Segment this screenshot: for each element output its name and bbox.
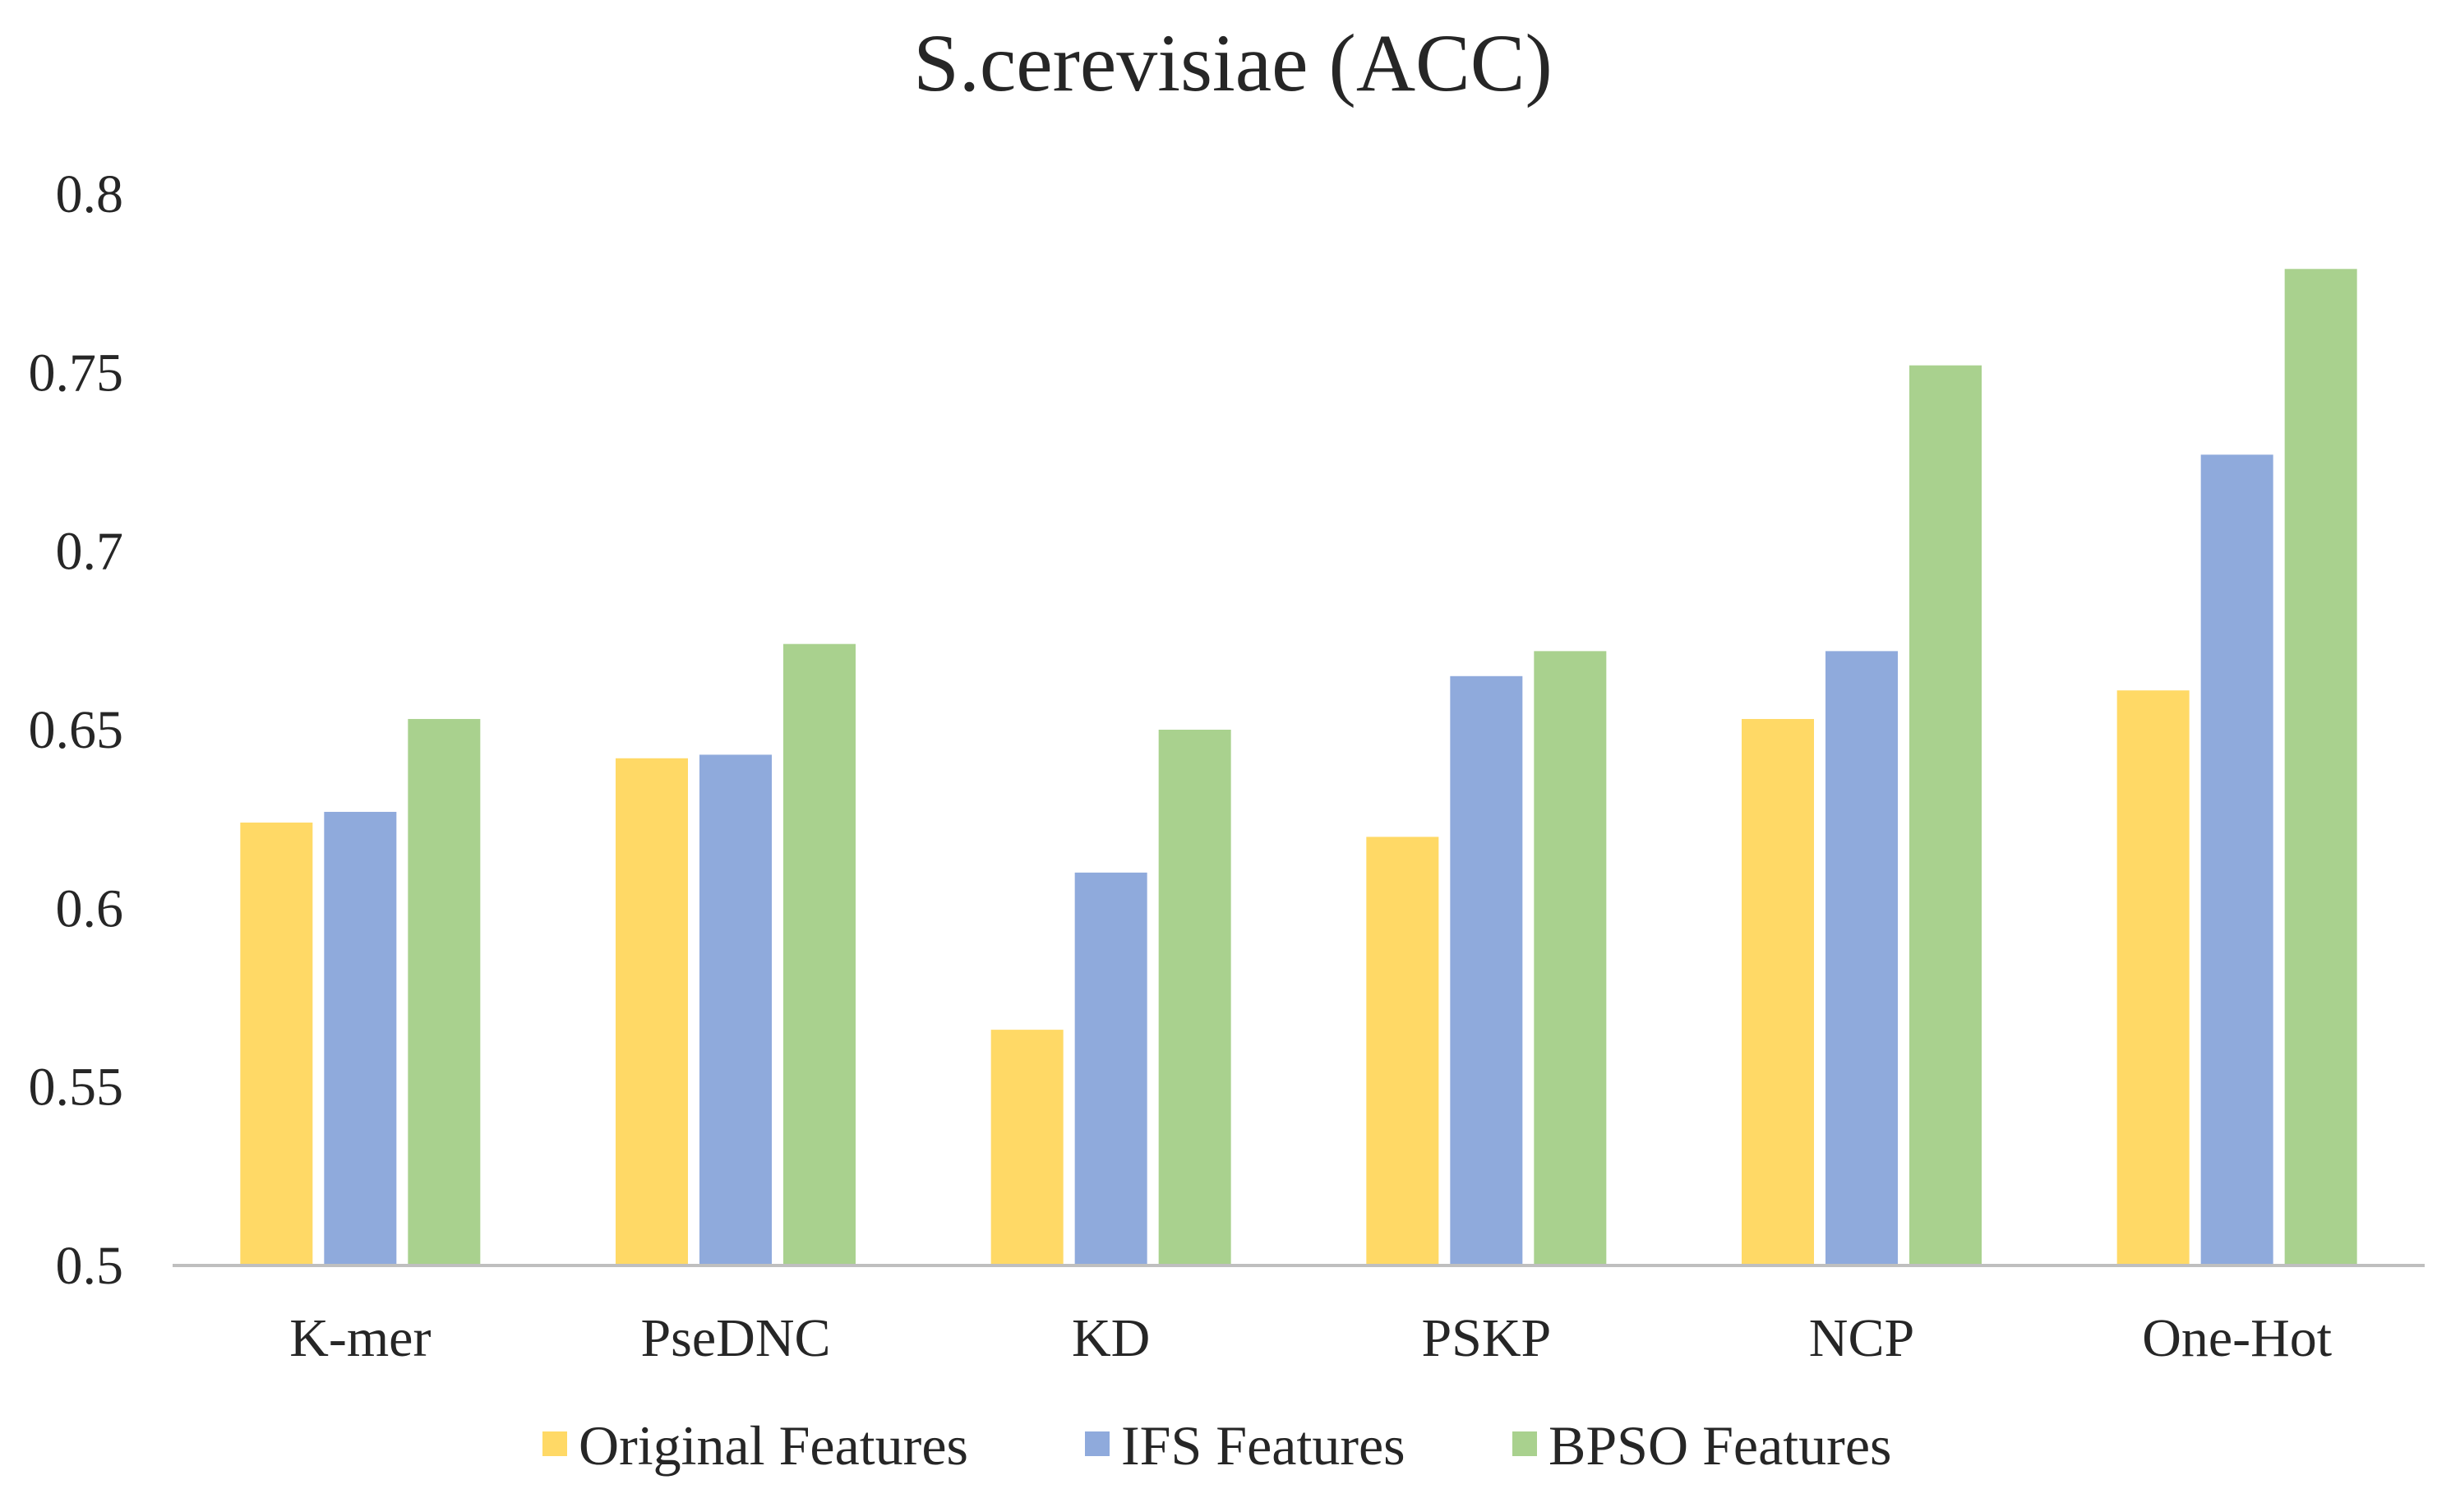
bar-original-features-kd (990, 1030, 1064, 1265)
legend-label: Original Features (579, 1414, 968, 1477)
bar-ifs-features-ncp (1825, 651, 1898, 1265)
x-axis-category-labels: K-mer PseDNC KD PSKP NCP One-Hot (289, 1308, 2332, 1368)
bar-series-group (240, 269, 2357, 1265)
bar-original-features-one-hot (2116, 690, 2190, 1265)
bar-bpso-features-psednc (783, 643, 856, 1265)
y-tick-label: 0.7 (56, 522, 124, 582)
y-tick-label: 0.5 (56, 1236, 124, 1296)
bar-original-features-k-mer (240, 823, 313, 1265)
bar-ifs-features-kd (1074, 872, 1147, 1265)
legend-swatch (542, 1431, 567, 1456)
legend-label: BPSO Features (1549, 1414, 1891, 1477)
bar-ifs-features-k-mer (324, 811, 397, 1265)
bar-ifs-features-one-hot (2200, 454, 2273, 1265)
y-axis-tick-labels: 0.5 0.55 0.6 0.65 0.7 0.75 0.8 (29, 164, 124, 1296)
chart-title: S.cerevisiae (ACC) (913, 17, 1553, 108)
y-tick-label: 0.65 (29, 700, 124, 760)
legend-swatch (1085, 1431, 1110, 1456)
y-tick-label: 0.6 (56, 878, 124, 938)
x-category-label: PSKP (1421, 1308, 1551, 1368)
bar-original-features-psednc (616, 758, 688, 1265)
y-tick-label: 0.55 (29, 1058, 124, 1118)
x-category-label: One-Hot (2142, 1308, 2332, 1368)
x-category-label: PseDNC (640, 1308, 830, 1368)
legend-swatch (1512, 1431, 1537, 1456)
bar-bpso-features-ncp (1909, 365, 1982, 1265)
bar-ifs-features-pskp (1450, 675, 1523, 1265)
x-category-label: K-mer (289, 1308, 431, 1368)
bar-bpso-features-k-mer (408, 718, 481, 1265)
legend-label: IFS Features (1121, 1414, 1405, 1477)
bar-original-features-ncp (1742, 718, 1814, 1265)
legend: Original Features IFS Features BPSO Featur… (542, 1414, 1891, 1477)
x-category-label: KD (1072, 1308, 1150, 1368)
y-tick-label: 0.8 (56, 164, 124, 224)
bar-bpso-features-pskp (1534, 651, 1607, 1265)
bar-bpso-features-kd (1158, 730, 1231, 1265)
y-tick-label: 0.75 (29, 343, 124, 403)
x-category-label: NCP (1809, 1308, 1914, 1368)
bar-bpso-features-one-hot (2284, 269, 2357, 1265)
bar-original-features-pskp (1366, 837, 1439, 1265)
bar-ifs-features-psednc (699, 754, 772, 1265)
